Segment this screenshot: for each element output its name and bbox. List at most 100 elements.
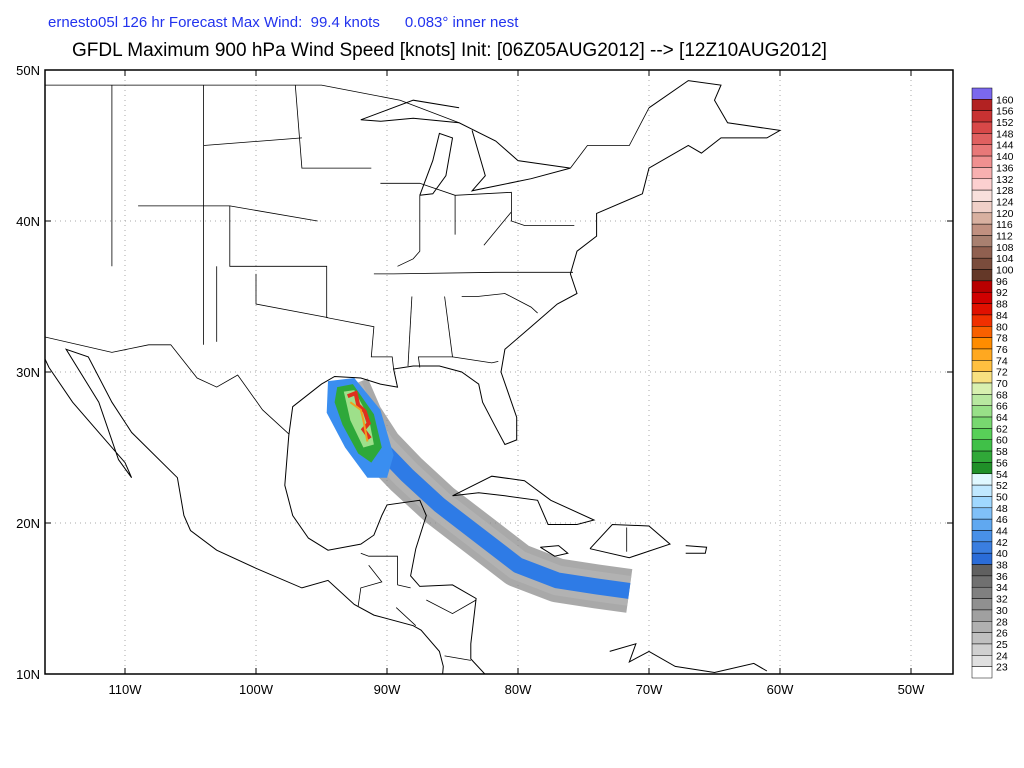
- colorbar-label: 140: [996, 151, 1014, 163]
- colorbar-label: 92: [996, 287, 1008, 299]
- border: [138, 205, 394, 370]
- colorbar-label: 30: [996, 605, 1008, 617]
- border: [397, 195, 421, 267]
- colorbar-label: 112: [996, 231, 1013, 243]
- colorbar-label: 84: [996, 310, 1008, 322]
- colorbar-swatch: [971, 348, 993, 361]
- colorbar-swatch: [971, 212, 993, 225]
- colorbar-swatch: [971, 655, 993, 667]
- colorbar-label: 46: [996, 514, 1008, 526]
- colorbar-swatch: [971, 621, 993, 633]
- colorbar-swatch: [971, 303, 993, 316]
- colorbar-label: 50: [996, 491, 1008, 503]
- colorbar-label: 78: [996, 333, 1008, 345]
- colorbar-label: 116: [996, 219, 1013, 231]
- colorbar-label: 28: [996, 616, 1008, 628]
- border: [360, 552, 398, 585]
- colorbar-label: 152: [996, 117, 1014, 129]
- colorbar-label: 34: [996, 582, 1008, 594]
- colorbar-swatch: [971, 575, 993, 588]
- colorbar-swatch: [971, 133, 993, 145]
- coastline: [419, 132, 454, 196]
- border: [229, 205, 318, 222]
- colorbar-label: 24: [996, 650, 1008, 662]
- map-area: [45, 70, 953, 674]
- colorbar-label: 40: [996, 548, 1008, 560]
- colorbar-label: 144: [996, 140, 1014, 152]
- colorbar-label: 42: [996, 537, 1008, 549]
- colorbar-label: 56: [996, 457, 1008, 469]
- colorbar-label: 76: [996, 344, 1008, 356]
- border: [45, 336, 290, 435]
- header-line: ernesto05l 126 hr Forecast Max Wind: 99.…: [48, 14, 519, 31]
- border: [570, 107, 650, 169]
- colorbar-label: 72: [996, 367, 1008, 379]
- colorbar-label: 60: [996, 435, 1008, 447]
- border: [407, 296, 413, 367]
- colorbar-swatch: [971, 337, 993, 350]
- lat-label: 40N: [16, 214, 40, 229]
- colorbar-swatch: [971, 144, 993, 157]
- colorbar-label: 58: [996, 446, 1008, 458]
- colorbar-label: 156: [996, 106, 1014, 118]
- colorbar-swatch: [971, 416, 993, 429]
- coastline: [540, 545, 569, 557]
- lon-label: 60W: [767, 682, 794, 697]
- lon-label: 70W: [636, 682, 663, 697]
- colorbar-label: 132: [996, 174, 1014, 186]
- colorbar-swatch: [971, 87, 993, 100]
- colorbar-label: 25: [996, 639, 1008, 651]
- colorbar-label: 96: [996, 276, 1008, 288]
- border: [373, 271, 573, 275]
- colorbar-swatch: [971, 609, 993, 622]
- colorbar-swatch: [971, 450, 993, 463]
- lat-label: 10N: [16, 667, 40, 682]
- border: [357, 565, 383, 607]
- colorbar-swatch: [971, 496, 993, 509]
- lat-label: 30N: [16, 365, 40, 380]
- border: [255, 273, 329, 318]
- swath-orange: [349, 401, 369, 442]
- colorbar-swatch: [971, 360, 993, 372]
- colorbar-swatch: [971, 541, 993, 554]
- colorbar-label: 160: [996, 94, 1014, 106]
- coastline: [609, 643, 768, 674]
- colorbar-swatch: [971, 167, 993, 180]
- colorbar: 1601561521481441401361321281241201161121…: [971, 87, 1014, 679]
- colorbar-label: 48: [996, 503, 1008, 515]
- lat-label: 50N: [16, 63, 40, 78]
- colorbar-swatch: [971, 598, 993, 611]
- colorbar-swatch: [971, 484, 993, 497]
- coastline: [452, 475, 596, 525]
- colorbar-label: 54: [996, 469, 1008, 481]
- map-frame: [44, 69, 954, 675]
- colorbar-swatch: [971, 280, 993, 293]
- colorbar-swatch: [971, 518, 993, 531]
- swath-red: [346, 390, 372, 440]
- border: [395, 607, 417, 626]
- colorbar-swatch: [971, 291, 993, 304]
- colorbar-label: 32: [996, 594, 1008, 606]
- colorbar-label: 66: [996, 401, 1008, 413]
- colorbar-swatch: [971, 246, 993, 259]
- coastline: [284, 80, 782, 674]
- colorbar-swatch: [971, 564, 993, 577]
- colorbar-label: 70: [996, 378, 1008, 390]
- colorbar-swatch: [971, 371, 993, 384]
- colorbar-label: 74: [996, 355, 1008, 367]
- colorbar-swatch: [971, 382, 993, 395]
- colorbar-swatch: [971, 326, 993, 338]
- colorbar-swatch: [971, 235, 993, 248]
- colorbar-swatch: [971, 586, 993, 599]
- colorbar-swatch: [971, 552, 993, 565]
- lon-label: 110W: [109, 682, 143, 697]
- border: [452, 356, 499, 364]
- border: [397, 584, 411, 589]
- colorbar-swatch: [971, 201, 993, 214]
- colorbar-swatch: [971, 394, 993, 406]
- border: [444, 655, 471, 661]
- colorbar-swatch: [971, 439, 993, 452]
- colorbar-swatch: [971, 428, 993, 440]
- colorbar-label: 136: [996, 162, 1014, 174]
- colorbar-label: 38: [996, 560, 1008, 572]
